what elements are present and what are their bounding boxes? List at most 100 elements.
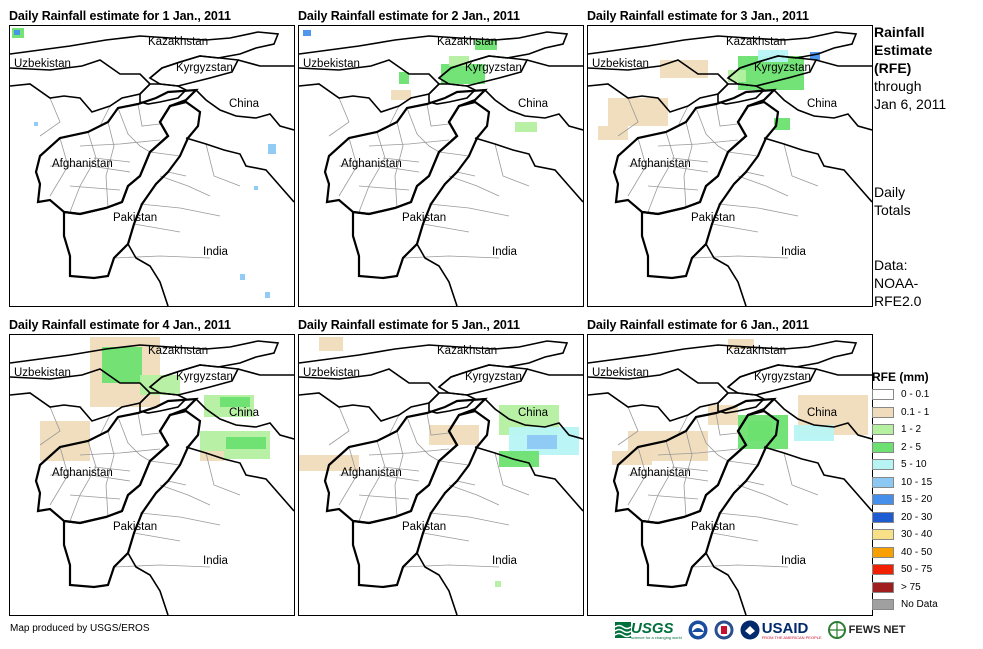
place-label-india: India bbox=[781, 246, 806, 258]
legend-swatch bbox=[872, 406, 894, 418]
legend-swatch bbox=[872, 529, 894, 541]
province-boundary bbox=[448, 484, 500, 506]
province-boundary bbox=[358, 494, 410, 500]
province-boundary bbox=[727, 151, 759, 157]
logo-strip: USGS science for a changing world USAID … bbox=[615, 618, 911, 642]
country-border bbox=[773, 368, 872, 440]
province-boundary bbox=[715, 103, 739, 127]
usaid-tagline: FROM THE AMERICAN PEOPLE bbox=[761, 634, 822, 640]
rainfall-area bbox=[728, 70, 746, 82]
rainfall-area bbox=[265, 292, 270, 298]
province-boundary bbox=[737, 175, 789, 197]
legend-item: No Data bbox=[872, 596, 972, 614]
province-boundary bbox=[402, 255, 500, 259]
province-boundary bbox=[628, 474, 709, 482]
province-boundary bbox=[677, 414, 689, 436]
data-source-line: RFE2.0 bbox=[874, 293, 922, 309]
province-boundary bbox=[50, 165, 131, 173]
map-frame: Kazakhstan Uzbekistan Kyrgyzstan China Afgha… bbox=[9, 334, 295, 616]
rainfall-area bbox=[14, 30, 20, 35]
map-frame: Kazakhstan Uzbekistan Kyrgyzstan China Afgha… bbox=[9, 25, 295, 307]
place-label-pakistan: Pakistan bbox=[113, 212, 158, 224]
country-border bbox=[299, 59, 441, 113]
province-boundary bbox=[133, 532, 181, 542]
country-border bbox=[195, 368, 294, 440]
country-border bbox=[416, 137, 583, 306]
province-boundary bbox=[382, 466, 420, 472]
province-boundary bbox=[647, 494, 699, 500]
province-boundary bbox=[671, 466, 709, 472]
province-boundary bbox=[448, 175, 500, 197]
country-border bbox=[10, 368, 152, 422]
rainfall-area bbox=[660, 60, 708, 78]
province-boundary bbox=[426, 412, 450, 436]
province-boundary bbox=[737, 484, 789, 506]
noaa-seal-icon bbox=[688, 620, 708, 640]
province-boundary bbox=[69, 185, 121, 191]
legend-item: 50 - 75 bbox=[872, 561, 972, 579]
rainfall-area bbox=[441, 64, 485, 84]
province-boundary bbox=[99, 414, 111, 436]
province-boundary bbox=[394, 121, 404, 209]
map-canvas bbox=[588, 31, 872, 306]
place-label-india: India bbox=[492, 246, 517, 258]
rfe-title-line: Jan 6, 2011 bbox=[874, 96, 947, 112]
province-boundary bbox=[745, 171, 765, 177]
rainfall-area bbox=[319, 337, 343, 351]
country-border bbox=[773, 59, 872, 131]
rfe-legend: RFE (mm) 0 - 0.1 0.1 - 1 1 - 2 2 - 5 5 - 10 1… bbox=[872, 370, 972, 614]
rainfall-area bbox=[254, 186, 258, 190]
rainfall-area bbox=[598, 126, 628, 140]
province-boundary bbox=[113, 255, 211, 259]
country-border bbox=[10, 59, 152, 113]
province-boundary bbox=[117, 107, 151, 153]
legend-item: 0.1 - 1 bbox=[872, 404, 972, 422]
rainfall-area bbox=[495, 581, 501, 587]
fewsnet-logo: FEWS NET bbox=[827, 621, 905, 639]
country-border bbox=[127, 137, 294, 306]
place-label-india: India bbox=[492, 555, 517, 567]
place-label-kazakhstan: Kazakhstan bbox=[437, 345, 498, 357]
province-boundary bbox=[79, 448, 161, 456]
rainfall-area bbox=[774, 118, 790, 130]
rainfall-area bbox=[728, 339, 754, 349]
place-label-india: India bbox=[203, 246, 228, 258]
legend-swatch bbox=[872, 511, 894, 523]
province-boundary bbox=[695, 107, 729, 153]
usgs-wave-icon bbox=[615, 622, 631, 638]
country-border bbox=[299, 368, 441, 422]
place-label-uzbekistan: Uzbekistan bbox=[303, 367, 360, 379]
country-border bbox=[10, 31, 280, 79]
map-canvas bbox=[10, 28, 294, 306]
rfe-title-line: Rainfall bbox=[874, 24, 925, 40]
rainfall-area bbox=[200, 451, 224, 461]
rainfall-map-panel: Daily Rainfall estimate for 1 Jan., 2011… bbox=[9, 9, 297, 309]
data-source-line: Data: bbox=[874, 257, 908, 273]
province-boundary bbox=[388, 414, 400, 436]
rainfall-map-panel: Daily Rainfall estimate for 4 Jan., 2011… bbox=[9, 318, 297, 618]
place-label-china: China bbox=[807, 407, 838, 419]
place-label-pakistan: Pakistan bbox=[691, 212, 736, 224]
place-label-pakistan: Pakistan bbox=[113, 521, 158, 533]
rainfall-area bbox=[220, 397, 250, 407]
province-boundary bbox=[717, 512, 799, 526]
place-label-kazakhstan: Kazakhstan bbox=[148, 36, 209, 48]
pakistan-border bbox=[640, 100, 780, 280]
province-boundary bbox=[438, 151, 470, 157]
province-boundary bbox=[671, 157, 709, 163]
province-boundary bbox=[715, 412, 739, 436]
map-frame: Kazakhstan Uzbekistan Kyrgyzstan China Afgha… bbox=[298, 334, 584, 616]
province-boundary bbox=[438, 460, 470, 466]
legend-label: 5 - 10 bbox=[901, 459, 927, 471]
panel-title: Daily Rainfall estimate for 3 Jan., 2011 bbox=[587, 9, 809, 23]
province-boundary bbox=[428, 203, 510, 217]
country-border bbox=[705, 446, 872, 615]
legend-swatch bbox=[872, 546, 894, 558]
legend-item: 30 - 40 bbox=[872, 526, 972, 544]
place-label-uzbekistan: Uzbekistan bbox=[303, 58, 360, 70]
legend-swatch bbox=[872, 424, 894, 436]
rainfall-map-panel: Daily Rainfall estimate for 2 Jan., 2011… bbox=[298, 9, 586, 309]
data-source-line: NOAA- bbox=[874, 275, 919, 291]
province-boundary bbox=[657, 139, 739, 147]
legend-item: 15 - 20 bbox=[872, 491, 972, 509]
